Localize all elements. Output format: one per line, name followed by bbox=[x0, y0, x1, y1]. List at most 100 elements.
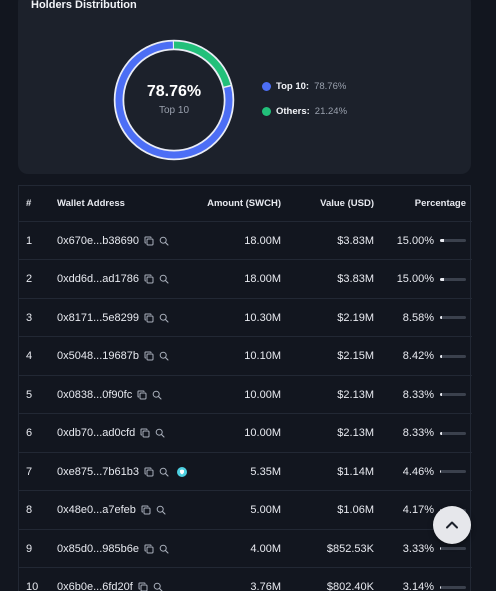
row-rank: 7 bbox=[26, 465, 33, 478]
verified-badge-icon bbox=[176, 466, 187, 477]
row-rank: 4 bbox=[26, 350, 33, 362]
holders-distribution-card: Holders Distribution bbox=[18, 0, 471, 174]
percentage-bar-fill bbox=[440, 431, 443, 435]
search-icon[interactable] bbox=[159, 313, 169, 323]
row-rank: 10 bbox=[26, 581, 39, 591]
row-percentage: 4.17% bbox=[402, 504, 434, 516]
row-percentage: 3.33% bbox=[402, 542, 434, 555]
row-value: $2.13M bbox=[337, 427, 374, 439]
scroll-to-top-button[interactable] bbox=[433, 506, 471, 544]
table-row: 1 0x670e...b38690 18.00M $3.83M 15.00% bbox=[19, 222, 472, 260]
row-rank: 9 bbox=[26, 542, 33, 555]
row-amount: 10.00M bbox=[244, 427, 281, 439]
legend-label: Top 10: bbox=[276, 80, 310, 92]
row-amount: 18.00M bbox=[244, 273, 281, 285]
search-icon[interactable] bbox=[153, 582, 163, 591]
wallet-address-link[interactable]: 0x48e0...a7efeb bbox=[57, 504, 136, 516]
percentage-bar-fill bbox=[440, 239, 444, 242]
legend-label: Others: bbox=[276, 105, 310, 117]
copy-icon[interactable] bbox=[138, 582, 148, 591]
row-address-cell: 0xdd6d...ad1786 bbox=[57, 261, 174, 298]
row-value: $3.83M bbox=[337, 234, 374, 247]
search-icon[interactable] bbox=[159, 351, 169, 361]
percentage-bar bbox=[440, 470, 466, 473]
copy-icon[interactable] bbox=[137, 390, 147, 400]
row-amount: 18.00M bbox=[244, 234, 281, 247]
percentage-bar-fill bbox=[440, 277, 444, 281]
row-percentage: 8.42% bbox=[402, 350, 434, 362]
donut-center: 78.76% Top 10 bbox=[113, 39, 235, 161]
percentage-bar bbox=[440, 277, 466, 281]
row-value: $1.14M bbox=[337, 465, 374, 478]
copy-icon[interactable] bbox=[140, 428, 150, 438]
row-address-cell: 0xdb70...ad0cfd bbox=[57, 415, 170, 452]
wallet-address-link[interactable]: 0xdb70...ad0cfd bbox=[57, 427, 136, 439]
row-value: $3.83M bbox=[337, 273, 374, 285]
legend-item-top10: Top 10: 78.76% bbox=[262, 80, 347, 92]
copy-icon[interactable] bbox=[144, 467, 154, 477]
donut-segment-top10 bbox=[115, 41, 233, 159]
row-percentage: 8.58% bbox=[402, 311, 434, 324]
copy-icon[interactable] bbox=[144, 313, 154, 323]
row-value: $852.53K bbox=[326, 542, 374, 555]
search-icon[interactable] bbox=[155, 428, 165, 438]
row-percentage: 8.33% bbox=[402, 427, 434, 439]
percentage-bar bbox=[440, 354, 466, 358]
percentage-bar-fill bbox=[440, 547, 441, 550]
legend-dot bbox=[262, 81, 271, 91]
card-title: Holders Distribution bbox=[31, 0, 137, 11]
donut-center-label: Top 10 bbox=[158, 104, 190, 116]
row-address-cell: 0x6b0e...6fd20f bbox=[57, 569, 168, 591]
row-percentage: 3.14% bbox=[402, 581, 434, 591]
wallet-address-link[interactable]: 0x8171...5e8299 bbox=[57, 311, 139, 324]
row-address-cell: 0x8171...5e8299 bbox=[57, 299, 174, 336]
legend-item-others: Others: 21.24% bbox=[262, 105, 347, 117]
row-rank: 6 bbox=[26, 427, 33, 439]
header-amount: Amount (SWCH) bbox=[207, 198, 281, 209]
wallet-address-link[interactable]: 0x6b0e...6fd20f bbox=[57, 581, 133, 591]
row-percentage: 15.00% bbox=[396, 273, 434, 285]
search-icon[interactable] bbox=[152, 390, 162, 400]
row-amount: 10.10M bbox=[244, 350, 281, 362]
percentage-bar bbox=[440, 585, 466, 589]
copy-icon[interactable] bbox=[144, 351, 154, 361]
search-icon[interactable] bbox=[159, 274, 169, 284]
row-value: $2.13M bbox=[337, 388, 374, 401]
wallet-address-link[interactable]: 0x85d0...985b6e bbox=[57, 542, 139, 555]
search-icon[interactable] bbox=[159, 236, 169, 246]
wallet-address-link[interactable]: 0x0838...0f90fc bbox=[57, 388, 133, 401]
table-row: 4 0x5048...19687b 10.10M $2.15M 8.42% bbox=[19, 338, 472, 376]
copy-icon[interactable] bbox=[141, 505, 151, 515]
holders-table: # Wallet Address Amount (SWCH) Value (US… bbox=[18, 185, 472, 591]
row-rank: 3 bbox=[26, 311, 33, 324]
legend-value: 21.24% bbox=[314, 105, 348, 117]
row-address-cell: 0x0838...0f90fc bbox=[57, 376, 167, 413]
row-percentage: 4.46% bbox=[402, 465, 434, 478]
wallet-address-link[interactable]: 0xdd6d...ad1786 bbox=[57, 273, 139, 285]
percentage-bar bbox=[440, 393, 466, 396]
table-row: 9 0x85d0...985b6e 4.00M $852.53K 3.33% bbox=[19, 530, 472, 568]
row-amount: 5.00M bbox=[250, 504, 281, 516]
percentage-bar-fill bbox=[440, 316, 443, 319]
copy-icon[interactable] bbox=[144, 544, 154, 554]
copy-icon[interactable] bbox=[144, 274, 154, 284]
table-row: 8 0x48e0...a7efeb 5.00M $1.06M 4.17% bbox=[19, 492, 472, 530]
row-amount: 10.30M bbox=[244, 311, 281, 324]
copy-icon[interactable] bbox=[144, 236, 154, 246]
percentage-bar-fill bbox=[440, 585, 441, 589]
table-row: 2 0xdd6d...ad1786 18.00M $3.83M 15.00% bbox=[19, 261, 472, 299]
percentage-bar-fill bbox=[440, 393, 443, 396]
legend-dot bbox=[262, 106, 271, 116]
row-address-cell: 0x85d0...985b6e bbox=[57, 530, 174, 567]
search-icon[interactable] bbox=[156, 505, 166, 515]
wallet-address-link[interactable]: 0xe875...7b61b3 bbox=[57, 465, 139, 478]
wallet-address-link[interactable]: 0x5048...19687b bbox=[57, 350, 139, 362]
search-icon[interactable] bbox=[159, 467, 169, 477]
wallet-address-link[interactable]: 0x670e...b38690 bbox=[57, 234, 139, 247]
percentage-bar bbox=[440, 239, 466, 242]
search-icon[interactable] bbox=[159, 544, 169, 554]
row-rank: 2 bbox=[26, 273, 33, 285]
header-rank: # bbox=[26, 198, 32, 209]
row-amount: 4.00M bbox=[250, 542, 281, 555]
row-rank: 5 bbox=[26, 388, 33, 401]
